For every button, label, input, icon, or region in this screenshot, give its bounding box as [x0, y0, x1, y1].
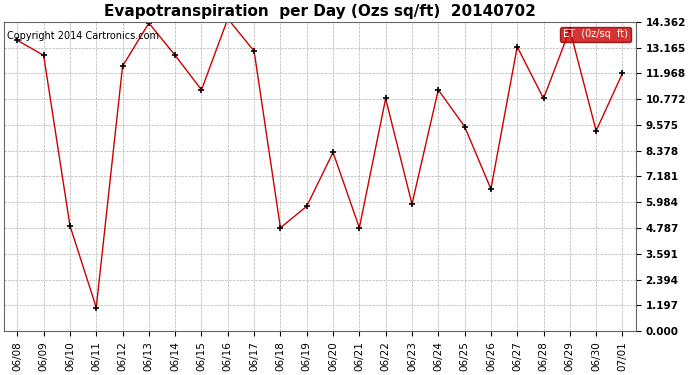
- Title: Evapotranspiration  per Day (Ozs sq/ft)  20140702: Evapotranspiration per Day (Ozs sq/ft) 2…: [104, 4, 536, 19]
- Text: Copyright 2014 Cartronics.com: Copyright 2014 Cartronics.com: [8, 31, 159, 41]
- Legend: ET  (0z/sq  ft): ET (0z/sq ft): [560, 27, 631, 42]
